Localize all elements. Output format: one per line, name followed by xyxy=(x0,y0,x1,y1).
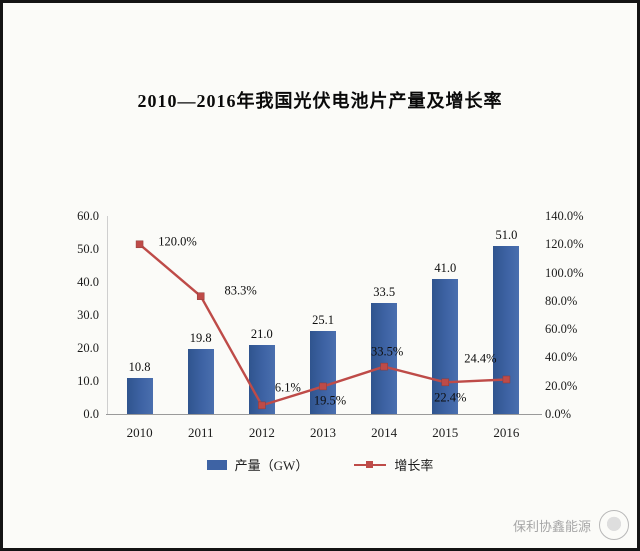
x-axis-label-2014: 2014 xyxy=(371,425,398,440)
x-axis-label-2012: 2012 xyxy=(248,425,275,440)
line-marker xyxy=(502,375,511,384)
growth-rate-line xyxy=(135,240,511,410)
x-axis-label-2010: 2010 xyxy=(126,425,153,440)
x-axis-label-2016: 2016 xyxy=(493,425,520,440)
left-axis-tick: 60.0 xyxy=(77,209,99,223)
legend-item-growth-rate: 增长率 xyxy=(354,455,433,474)
bar-2015 xyxy=(432,278,459,414)
bar-2010 xyxy=(126,378,153,414)
bar-2016 xyxy=(493,245,520,414)
line-value-label: 19.5% xyxy=(313,393,347,408)
bar-value-label: 19.8 xyxy=(189,330,212,345)
watermark-logo-icon xyxy=(599,510,629,540)
bar-value-label: 41.0 xyxy=(434,260,457,275)
right-axis-tick: 100.0% xyxy=(545,265,584,280)
bar-swatch-icon xyxy=(206,459,227,470)
plot-area: 0.0 10.0 20.0 30.0 40.0 50.0 60.0 0.0% 20.0% 40.0… xyxy=(3,3,637,548)
legend-label: 增长率 xyxy=(394,458,434,473)
line-value-label: 24.4% xyxy=(464,351,497,366)
bar-2014 xyxy=(371,303,398,414)
line-value-label: 33.5% xyxy=(370,344,404,359)
left-axis-tick: 20.0 xyxy=(77,341,99,355)
right-axis-tick: 20.0% xyxy=(545,378,578,393)
x-axis-label-2011: 2011 xyxy=(187,425,214,440)
line-marker xyxy=(196,292,205,300)
y-axis-line xyxy=(107,216,108,414)
bar-value-label: 51.0 xyxy=(495,227,518,242)
right-axis-tick: 140.0% xyxy=(545,209,584,223)
right-axis-tick: 60.0% xyxy=(545,322,578,337)
line-marker xyxy=(135,240,144,249)
line-value-label: 22.4% xyxy=(434,390,467,405)
line-marker xyxy=(258,401,266,410)
x-axis-line xyxy=(106,414,542,415)
right-axis-tick: 80.0% xyxy=(545,293,578,308)
watermark: 保利协鑫能源 xyxy=(513,510,629,540)
line-value-label: 120.0% xyxy=(158,234,197,249)
x-axis-label-2013: 2013 xyxy=(310,425,336,440)
legend: 产量（GW） 增长率 xyxy=(3,455,637,474)
left-axis-tick: 0.0 xyxy=(83,407,99,421)
right-axis-tick: 0.0% xyxy=(545,407,572,421)
line-marker xyxy=(319,382,327,391)
watermark-text: 保利协鑫能源 xyxy=(512,518,591,534)
chart-title: 2010—2016年我国光伏电池片产量及增长率 xyxy=(137,91,503,111)
line-value-label: 6.1% xyxy=(274,380,301,395)
bar-value-label: 25.1 xyxy=(312,313,334,328)
line-value-label: 83.3% xyxy=(224,283,257,298)
bar-value-label: 21.0 xyxy=(250,326,273,341)
bar-2013 xyxy=(310,331,336,414)
legend-item-production: 产量（GW） xyxy=(206,455,309,474)
line-marker xyxy=(380,362,388,371)
line-marker xyxy=(441,378,450,387)
bar-value-label: 33.5 xyxy=(373,285,396,300)
left-axis-tick: 50.0 xyxy=(77,242,99,256)
legend-label: 产量（GW） xyxy=(234,458,309,473)
x-axis-label-2015: 2015 xyxy=(432,425,459,440)
bar-2011 xyxy=(187,348,214,414)
right-axis-tick: 120.0% xyxy=(545,237,584,252)
left-axis-tick: 10.0 xyxy=(77,374,99,388)
line-swatch-icon xyxy=(354,460,387,470)
left-axis-tick: 40.0 xyxy=(77,275,99,289)
left-axis-tick: 30.0 xyxy=(77,308,99,322)
right-axis-tick: 40.0% xyxy=(545,350,578,365)
bar-value-label: 10.8 xyxy=(128,360,151,375)
